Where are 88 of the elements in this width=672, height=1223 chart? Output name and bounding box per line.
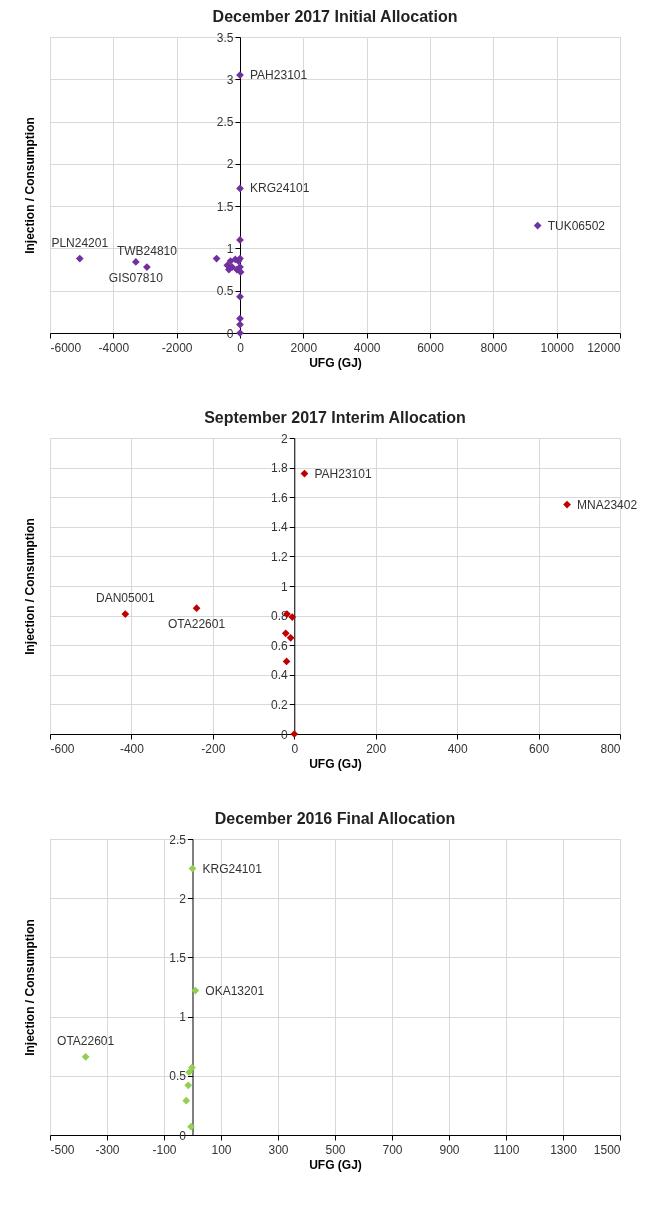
x-tick-label: 10000: [540, 340, 575, 355]
y-tick-label: 1.8: [271, 461, 289, 476]
point: [188, 1063, 196, 1072]
annotation: PLN24201: [51, 235, 109, 250]
x-tick-label: 400: [447, 741, 468, 756]
x-tick-label: 1300: [550, 1142, 578, 1157]
annotation: PAH23101: [250, 68, 308, 83]
y-tick-label: 3.5: [216, 30, 234, 45]
x-tick-label: -2000: [161, 340, 193, 355]
annotation: MNA23402: [577, 497, 638, 512]
y-tick-label: 2.5: [216, 115, 234, 130]
point: [184, 1081, 193, 1090]
annotation: DAN05001: [95, 591, 155, 606]
x-tick-label: 2000: [290, 340, 318, 355]
y-axis-title: Injection / Consumption: [22, 117, 37, 254]
annotation: TUK06502: [547, 218, 606, 233]
y-axis-title: Injection / Consumption: [22, 518, 37, 655]
x-tick-label: -4000: [98, 340, 130, 355]
x-tick-label: 100: [211, 1142, 232, 1157]
x-tick-label: 900: [439, 1142, 460, 1157]
x-tick-label: 1100: [493, 1142, 520, 1157]
y-tick-label: 2.5: [169, 832, 187, 847]
y-tick-label: 1.5: [169, 950, 187, 965]
y-tick-label: 2: [179, 891, 187, 906]
x-tick-label: 8000: [480, 340, 508, 355]
x-tick-label: -600: [50, 741, 75, 756]
y-tick-label: 0.5: [169, 1069, 187, 1084]
point: [187, 1122, 195, 1131]
point: [533, 221, 542, 230]
x-tick-label: 6000: [417, 340, 445, 355]
y-tick-label: 3: [226, 72, 234, 87]
y-tick-label: 1.6: [271, 490, 289, 505]
y-tick-label: 1: [281, 579, 289, 594]
point: [236, 314, 244, 323]
x-tick-label: 4000: [353, 340, 381, 355]
y-tick-label: 1.4: [271, 520, 289, 535]
y-tick-label: 1.2: [271, 549, 289, 564]
y-tick-label: 2: [226, 157, 234, 172]
y-tick-label: 1: [179, 1010, 187, 1025]
point: [81, 1052, 90, 1061]
annotation: OKA13201: [205, 983, 265, 998]
x-tick-label: 800: [600, 741, 621, 756]
y-tick-label: 0.2: [271, 697, 289, 712]
y-tick-label: 0.5: [216, 284, 234, 299]
y-tick-label: 1: [226, 241, 234, 256]
y-tick-label: 1.5: [216, 199, 234, 214]
y-tick-label: 2: [281, 431, 289, 446]
x-tick-label: 12000: [587, 340, 621, 355]
x-tick-label: 200: [366, 741, 387, 756]
point: [212, 254, 221, 263]
x-tick-label: 300: [268, 1142, 289, 1157]
chart-title: December 2017 Initial Allocation: [212, 8, 458, 25]
point: [143, 263, 151, 271]
y-axis-title: Injection / Consumption: [22, 919, 37, 1056]
point: [131, 258, 140, 266]
x-tick-label: 600: [529, 741, 550, 756]
x-tick-label: 500: [325, 1142, 346, 1157]
x-tick-label: 700: [382, 1142, 403, 1157]
point: [236, 184, 244, 193]
annotation: KRG24101: [202, 861, 263, 876]
point: [185, 1068, 193, 1077]
x-tick-label: -200: [201, 741, 226, 756]
x-tick-label: -100: [152, 1142, 177, 1157]
annotation: GIS07810: [108, 270, 164, 285]
chart-title: December 2016 Final Allocation: [214, 810, 456, 827]
point: [236, 320, 244, 329]
x-tick-label: 0: [291, 741, 299, 756]
y-tick-label: 0.4: [271, 668, 289, 683]
y-tick-label: 0.6: [271, 638, 289, 653]
x-tick-label: -300: [95, 1142, 120, 1157]
x-tick-label: -6000: [50, 340, 82, 355]
annotation: OTA22601: [57, 1033, 115, 1048]
chart-title: September 2017 Interim Allocation: [204, 409, 466, 426]
x-tick-label: -400: [119, 741, 145, 756]
x-axis-title: UFG (GJ): [309, 756, 362, 771]
x-axis-title: UFG (GJ): [309, 1157, 362, 1172]
point: [236, 292, 244, 301]
point: [191, 986, 200, 995]
annotation: TWB24810: [116, 244, 178, 259]
point: [75, 254, 84, 263]
annotation: PAH23101: [314, 466, 372, 481]
x-tick-label: -500: [50, 1142, 75, 1157]
annotation: KRG24101: [250, 181, 310, 196]
x-axis-title: UFG (GJ): [309, 355, 362, 370]
annotation: OTA22601: [167, 617, 226, 632]
point: [182, 1096, 191, 1105]
x-tick-label: 0: [237, 340, 245, 355]
x-tick-label: 1500: [593, 1142, 621, 1157]
